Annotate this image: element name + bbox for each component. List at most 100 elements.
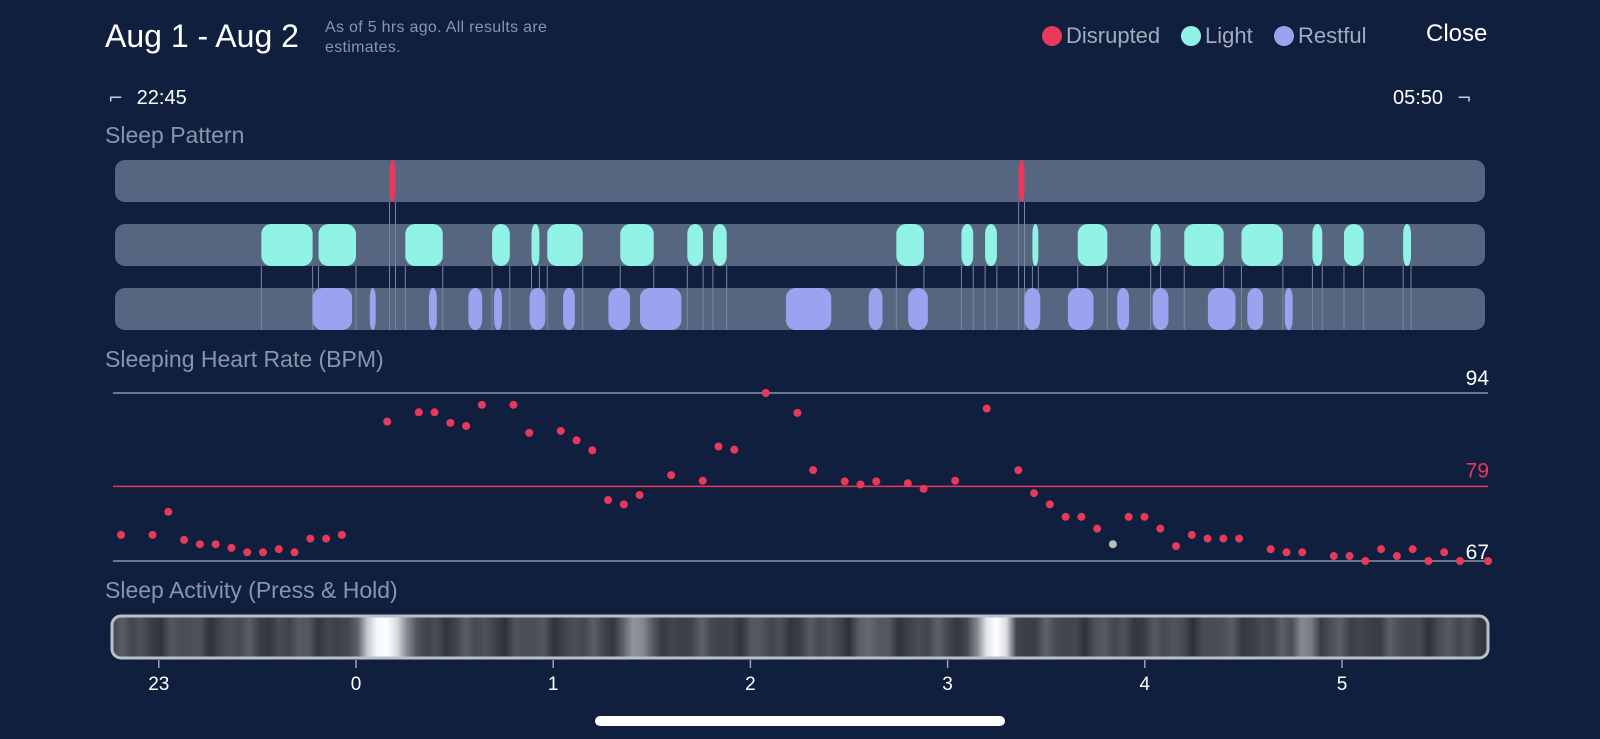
restful-segment [908,288,928,330]
hr-point [1108,540,1117,549]
hr-point [462,421,471,430]
hr-point [322,534,331,543]
x-axis-label: 0 [351,674,362,695]
light-segment [1150,224,1161,266]
hr-point [1014,466,1023,475]
hr-point [1077,512,1086,521]
restful-segment [608,288,631,330]
restful-segment [369,288,376,330]
corner-bracket-left-icon: ⌐ [108,88,124,109]
hr-point [1440,548,1449,557]
x-axis-label: 3 [942,674,953,695]
hr-point [243,548,252,557]
close-button[interactable]: Close [1426,20,1488,47]
light-segment [985,224,997,266]
hr-min-value: 67 [1466,541,1489,564]
disrupted-segment [389,160,396,202]
hr-point [509,400,518,409]
hr-point [1298,548,1307,557]
hr-point [195,540,204,549]
light-segment [261,224,313,266]
hr-point [556,426,565,435]
hr-point [1361,557,1370,565]
restful-segment [529,288,546,330]
legend-label-disrupted: Disrupted [1066,23,1161,48]
light-segment [1077,224,1108,266]
hr-point [809,466,818,475]
hr-point [306,534,315,543]
home-indicator[interactable] [595,716,1005,726]
light-segment [961,224,974,266]
hr-point [1329,552,1338,561]
x-axis-label: 4 [1140,674,1151,695]
hr-point [903,479,912,488]
hr-point [1172,542,1181,551]
hr-point [919,484,928,493]
page-title: Aug 1 - Aug 2 [105,18,299,54]
restful-segment [1207,288,1236,330]
restful-segment [494,288,502,330]
start-time-label: 22:45 [136,87,187,109]
hr-point [793,408,802,417]
light-segment [492,224,510,266]
hr-point [414,408,423,417]
hr-point [698,476,707,485]
hr-point [1377,545,1386,554]
light-segment [1343,224,1364,266]
light-segment [1241,224,1283,266]
legend-label-light: Light [1205,23,1253,48]
hr-point [619,500,628,509]
hr-point [1235,534,1244,543]
hr-point [856,480,865,489]
hr-point [227,543,236,552]
light-segment [712,224,727,266]
sleep-activity-label: Sleep Activity (Press & Hold) [105,577,398,603]
light-segment [1032,224,1039,266]
hr-point [446,418,455,427]
hr-point [211,540,220,549]
restful-segment [785,288,832,330]
hr-point [667,471,676,480]
restful-segment [639,288,682,330]
hr-point [1345,552,1354,561]
disrupted-dot-icon [1042,26,1062,46]
hr-point [1455,557,1464,565]
restful-segment [868,288,883,330]
hr-point [588,446,597,455]
hr-point [1187,530,1196,539]
hr-point [477,400,486,409]
hr-point [180,535,189,544]
hr-point [761,389,770,397]
light-segment [405,224,443,266]
light-segment [620,224,654,266]
hr-max-value: 94 [1466,367,1490,390]
start-time: ⌐ 22:45 [108,87,187,110]
restful-segment [468,288,483,330]
hr-point [1140,512,1149,521]
hr-point [604,496,613,505]
light-dot-icon [1181,26,1201,46]
end-time-label: 05:50 [1393,87,1444,109]
light-segment [1184,224,1224,266]
track-light [115,224,1485,266]
hr-point [1484,557,1492,565]
hr-point [730,445,739,454]
light-segment [687,224,704,266]
hr-point [430,408,439,417]
light-segment [318,224,356,266]
disrupted-segment [1018,160,1025,202]
hr-point [951,476,960,485]
sleep-activity-bar[interactable] [110,614,1490,660]
legend-item-disrupted: Disrupted [1042,20,1160,52]
hr-point [1424,557,1433,565]
hr-point [572,436,581,445]
hr-avg-value: 79 [1466,459,1489,482]
hr-point [148,530,157,539]
page-subtitle: As of 5 hrs ago. All results are estimat… [325,19,548,56]
light-segment [1403,224,1412,266]
hr-point [840,477,849,486]
hr-point [274,545,283,554]
hr-point [1392,552,1401,561]
hr-point [1282,548,1291,557]
hr-point [1061,512,1070,521]
